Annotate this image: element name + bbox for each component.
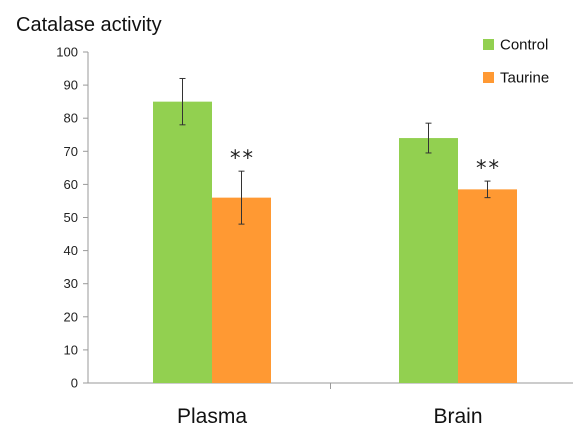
y-tick-label: 100 (56, 45, 78, 60)
y-tick-label: 90 (64, 78, 78, 93)
y-tick-label: 0 (71, 376, 78, 391)
y-tick-label: 30 (64, 276, 78, 291)
y-tick-label: 10 (64, 342, 78, 357)
annotations: ** ** (230, 146, 501, 180)
legend-label-taurine: Taurine (500, 70, 549, 87)
legend-swatch-control (483, 39, 494, 50)
legend: Control Taurine (483, 37, 549, 87)
significance-annotation: ** (476, 156, 501, 180)
error-bars (179, 77, 491, 225)
y-tick-label: 20 (64, 309, 78, 324)
x-tick-label: Brain (433, 405, 482, 426)
y-tick-label: 40 (64, 243, 78, 258)
legend-label-control: Control (500, 37, 548, 54)
bar-control-brain (399, 138, 458, 383)
axes: 0 10 20 30 40 50 60 70 80 90 100 Plasma Brain (56, 45, 573, 426)
y-tick-label: 80 (64, 111, 78, 126)
x-tick-label: Plasma (177, 405, 247, 426)
legend-swatch-taurine (483, 72, 494, 83)
y-tick-label: 70 (64, 144, 78, 159)
bar-control-plasma (153, 101, 212, 384)
significance-annotation: ** (230, 146, 255, 170)
chart-title: Catalase activity (16, 14, 162, 36)
y-tick-label: 50 (64, 210, 78, 225)
y-tick-label: 60 (64, 177, 78, 192)
bar-taurine-plasma (212, 197, 271, 383)
bar-taurine-brain (458, 189, 517, 383)
bars (153, 101, 517, 384)
